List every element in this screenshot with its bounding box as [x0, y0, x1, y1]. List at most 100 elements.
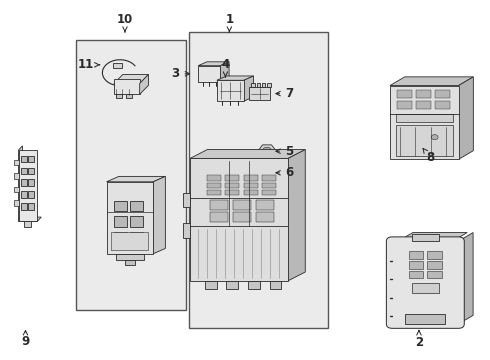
Bar — [412, 234, 439, 241]
Polygon shape — [114, 75, 148, 84]
Text: 4: 4 — [221, 58, 229, 77]
Polygon shape — [398, 233, 467, 241]
Bar — [217, 80, 244, 101]
Bar — [233, 212, 251, 222]
Bar — [130, 216, 143, 227]
Bar — [21, 167, 27, 174]
Bar — [190, 158, 288, 281]
Bar — [244, 190, 258, 195]
Polygon shape — [190, 150, 305, 158]
Bar — [207, 183, 221, 188]
Bar — [21, 203, 27, 210]
Polygon shape — [19, 146, 23, 221]
Bar — [262, 183, 276, 188]
Bar — [21, 156, 27, 162]
Text: 2: 2 — [415, 330, 423, 349]
Bar — [130, 232, 143, 243]
Bar — [260, 169, 274, 179]
Bar — [28, 191, 34, 198]
Polygon shape — [19, 217, 41, 221]
Circle shape — [431, 135, 438, 140]
Bar — [28, 156, 34, 162]
Text: 10: 10 — [117, 13, 133, 32]
Bar — [225, 175, 239, 181]
Bar — [256, 212, 274, 222]
Bar — [28, 179, 34, 186]
Polygon shape — [274, 167, 280, 179]
Text: 7: 7 — [276, 87, 293, 100]
Bar — [130, 201, 143, 211]
Bar — [244, 175, 258, 181]
Bar — [248, 281, 260, 289]
Polygon shape — [140, 75, 148, 94]
Text: 1: 1 — [225, 13, 233, 32]
Bar — [262, 190, 276, 195]
Bar — [249, 87, 270, 100]
Bar — [267, 83, 270, 87]
Text: 8: 8 — [423, 148, 434, 164]
Bar — [409, 251, 423, 258]
Bar — [397, 101, 412, 109]
Bar — [207, 175, 221, 181]
Bar — [226, 281, 238, 289]
Bar — [390, 85, 459, 159]
Polygon shape — [217, 76, 254, 80]
Bar — [395, 125, 453, 156]
Bar — [409, 261, 423, 269]
FancyBboxPatch shape — [386, 237, 465, 328]
Polygon shape — [459, 77, 473, 159]
Bar — [14, 159, 19, 165]
Text: 3: 3 — [172, 67, 190, 80]
Bar — [14, 186, 19, 192]
Bar — [406, 314, 445, 324]
Polygon shape — [260, 167, 280, 169]
Bar — [427, 271, 442, 279]
Bar — [435, 90, 450, 98]
Bar — [76, 40, 186, 310]
Bar — [183, 193, 190, 207]
Bar — [125, 260, 134, 265]
Bar — [114, 201, 126, 211]
Bar — [225, 183, 239, 188]
Bar — [427, 251, 442, 258]
Bar — [427, 261, 442, 269]
Bar — [412, 283, 439, 293]
Bar — [210, 200, 228, 210]
Bar — [210, 212, 228, 222]
Bar — [126, 94, 132, 98]
Polygon shape — [459, 233, 473, 324]
Bar — [257, 83, 260, 87]
Text: 11: 11 — [77, 58, 99, 71]
Bar — [107, 182, 153, 254]
Bar — [397, 90, 412, 98]
Polygon shape — [198, 62, 229, 66]
Bar — [21, 179, 27, 186]
Bar — [19, 150, 37, 221]
Bar — [21, 191, 27, 198]
Bar — [395, 113, 453, 122]
Bar — [116, 94, 122, 98]
Bar — [111, 232, 148, 250]
Polygon shape — [220, 62, 229, 82]
Polygon shape — [258, 145, 276, 156]
Bar — [416, 101, 431, 109]
Bar — [251, 83, 255, 87]
Text: 6: 6 — [276, 166, 293, 179]
Bar — [183, 223, 190, 238]
Bar — [189, 32, 328, 328]
Bar — [270, 281, 281, 289]
Bar — [116, 254, 144, 260]
Circle shape — [263, 147, 271, 154]
Bar — [28, 203, 34, 210]
Bar — [14, 173, 19, 179]
Bar — [409, 271, 423, 279]
Bar — [435, 101, 450, 109]
Bar — [233, 200, 251, 210]
Polygon shape — [153, 176, 166, 254]
Polygon shape — [390, 77, 473, 85]
Bar — [24, 221, 31, 227]
Bar — [114, 216, 126, 227]
Polygon shape — [288, 150, 305, 281]
Polygon shape — [107, 176, 166, 182]
Bar — [244, 183, 258, 188]
